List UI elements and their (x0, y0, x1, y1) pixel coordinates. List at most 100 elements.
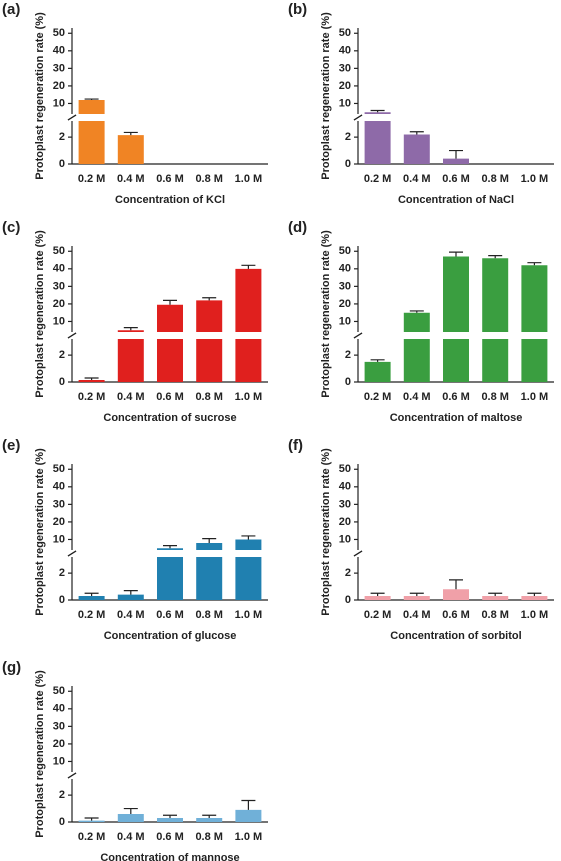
y-tick-label: 20 (339, 516, 351, 528)
panel: (c) Protoplast regeneration rate (%) Conce… (2, 219, 268, 424)
error-bar (409, 131, 424, 135)
x-tick-label: 0.4 M (117, 391, 145, 403)
y-tick-label: 30 (53, 498, 65, 510)
error-bar (527, 592, 542, 596)
x-tick-label: 1.0 M (235, 391, 263, 403)
y-axis-label: Protoplast regeneration rate (%) (34, 448, 46, 616)
x-tick-label: 0.4 M (403, 391, 431, 403)
x-axis-label: Concentration of mannose (100, 852, 239, 861)
bar (235, 809, 262, 822)
axis-break (67, 332, 77, 339)
error-bar (123, 589, 138, 595)
y-tick-label: 50 (339, 27, 351, 39)
y-axis-label: Protoplast regeneration rate (%) (320, 230, 332, 398)
panel-label: (f) (288, 437, 303, 454)
x-tick-label: 0.8 M (481, 391, 509, 403)
y-tick-label: 40 (53, 263, 65, 275)
error-bar (241, 535, 256, 540)
y-tick-label: 2 (59, 349, 65, 361)
y-axis-label: Protoplast regeneration rate (%) (34, 230, 46, 398)
y-tick-label: 50 (53, 463, 65, 475)
y-tick-label: 0 (345, 594, 351, 606)
y-tick-label: 30 (53, 720, 65, 732)
y-tick-label: 0 (59, 158, 65, 170)
bar (157, 304, 183, 382)
error-bar (84, 592, 99, 596)
panel: (d) Protoplast regeneration rate (%) Conce… (288, 219, 554, 424)
y-tick-label: 0 (345, 158, 351, 170)
error-bar (163, 814, 177, 818)
y-axis-label: Protoplast regeneration rate (%) (34, 670, 46, 838)
y-tick-label: 10 (53, 97, 65, 109)
y-tick-label: 10 (339, 533, 351, 545)
x-tick-label: 1.0 M (235, 173, 263, 185)
y-tick-label: 2 (59, 131, 65, 143)
error-bar (202, 297, 217, 301)
y-tick-label: 40 (53, 481, 65, 493)
y-tick-label: 50 (339, 463, 351, 475)
error-bar (449, 579, 463, 590)
error-bar (370, 359, 385, 362)
bar (78, 820, 105, 822)
error-bar (123, 131, 138, 136)
x-tick-label: 1.0 M (235, 831, 263, 843)
bar (235, 268, 262, 382)
bar (364, 595, 391, 600)
bar (443, 158, 469, 164)
error-bar (123, 327, 138, 331)
y-tick-label: 0 (59, 594, 65, 606)
y-tick-label: 30 (53, 62, 65, 74)
y-tick-label: 10 (339, 315, 351, 327)
x-tick-label: 0.2 M (78, 173, 106, 185)
bar (117, 330, 144, 382)
y-axis-label: Protoplast regeneration rate (%) (34, 12, 46, 180)
y-tick-label: 20 (53, 298, 65, 310)
y-tick-label: 20 (339, 298, 351, 310)
x-tick-label: 0.2 M (78, 831, 106, 843)
error-bar (202, 814, 217, 818)
bar (403, 312, 430, 382)
y-tick-label: 20 (53, 738, 65, 750)
axis-break (67, 114, 77, 121)
axis-break (67, 550, 77, 557)
axis-break (67, 772, 77, 779)
x-tick-label: 0.2 M (78, 391, 106, 403)
x-tick-label: 0.6 M (156, 173, 184, 185)
error-bar (163, 299, 177, 305)
bar (117, 813, 144, 822)
y-tick-label: 10 (53, 533, 65, 545)
panel: (g) Protoplast regeneration rate (%) Conce… (2, 659, 268, 861)
y-tick-label: 0 (59, 376, 65, 388)
y-tick-label: 2 (59, 567, 65, 579)
error-bar (409, 310, 424, 313)
bar (117, 594, 144, 600)
bar (157, 817, 183, 822)
y-tick-label: 2 (345, 567, 351, 579)
bar (157, 548, 183, 600)
y-tick-label: 10 (339, 97, 351, 109)
y-tick-label: 20 (53, 80, 65, 92)
bar (235, 539, 262, 600)
x-tick-label: 1.0 M (235, 609, 263, 621)
panel-label: (a) (2, 1, 20, 18)
x-axis-label: Concentration of KCl (115, 194, 225, 206)
y-tick-label: 40 (339, 263, 351, 275)
bar (482, 595, 509, 600)
y-tick-label: 10 (53, 755, 65, 767)
bar (521, 595, 548, 600)
panel-label: (d) (288, 219, 307, 236)
error-bar (370, 592, 385, 596)
x-tick-label: 0.8 M (481, 173, 509, 185)
x-tick-label: 1.0 M (521, 609, 549, 621)
axis-break (353, 332, 363, 339)
y-tick-label: 0 (59, 816, 65, 828)
y-tick-label: 30 (339, 62, 351, 74)
y-tick-label: 2 (345, 131, 351, 143)
x-axis-label: Concentration of NaCl (398, 194, 514, 206)
y-tick-label: 30 (53, 280, 65, 292)
y-tick-label: 2 (59, 789, 65, 801)
x-tick-label: 0.6 M (442, 173, 470, 185)
bar (78, 99, 105, 164)
panel: (e) Protoplast regeneration rate (%) Conce… (2, 437, 268, 642)
